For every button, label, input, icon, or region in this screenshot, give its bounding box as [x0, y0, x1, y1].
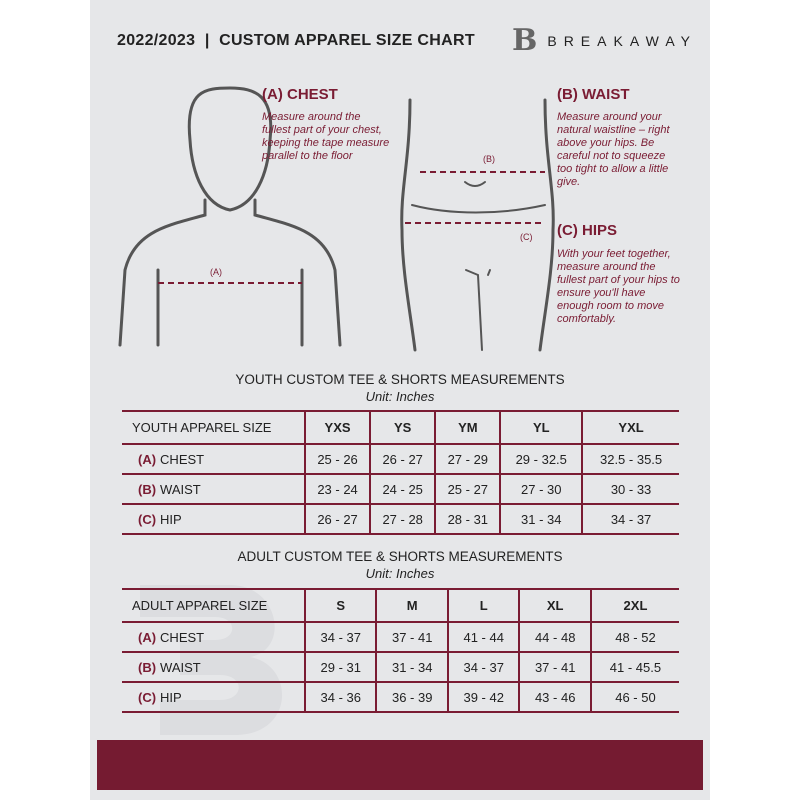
size-label: YOUTH APPAREL SIZE [122, 410, 305, 445]
measurement-cell: 36 - 39 [375, 681, 448, 713]
measurement-cell: 37 - 41 [375, 621, 448, 653]
measure-name: HIP [160, 511, 182, 527]
measure-letter: (A) [138, 629, 157, 645]
size-header: L [446, 588, 520, 623]
measurement-cell: 25 - 26 [303, 443, 371, 475]
measure-letter: (B) [138, 481, 157, 497]
measure-name: HIP [160, 689, 182, 705]
measurement-cell: 37 - 41 [518, 651, 591, 683]
table-row: (C) HIP 34 - 36 36 - 39 39 - 42 43 - 46 46 - 5… [122, 681, 679, 713]
measurement-cell: 46 - 50 [589, 681, 679, 713]
table-row: (B) WAIST 29 - 31 31 - 34 34 - 37 37 - 41 41 -… [122, 651, 679, 683]
brand-logo: B BREAKAWAY [512, 26, 697, 56]
size-header: 2XL [589, 588, 679, 623]
measurement-cell: 29 - 32.5 [499, 443, 583, 475]
measurement-cell: 41 - 45.5 [589, 651, 679, 683]
measure-name: CHEST [160, 629, 205, 645]
chest-description: Measure around the fullest part of your … [262, 111, 390, 162]
waist-marker: (B) [483, 154, 495, 164]
measurement-cell: 31 - 34 [499, 503, 583, 535]
measurement-cell: 23 - 24 [303, 473, 371, 505]
table-row: (C) HIP 26 - 27 27 - 28 28 - 31 31 - 34 34 - 3… [122, 503, 679, 535]
measure-label: (A) CHEST [122, 621, 305, 653]
size-header: YL [499, 410, 583, 445]
youth-size-table: YOUTH APPAREL SIZE YXS YS YM YL YXL (A) CHEST 25… [122, 410, 679, 535]
chest-marker: (A) [210, 267, 222, 277]
youth-unit: Unit: Inches [365, 389, 435, 404]
measurement-cell: 34 - 37 [303, 621, 377, 653]
adult-unit: Unit: Inches [365, 566, 435, 581]
measure-label: (A) CHEST [122, 443, 305, 475]
waist-description: Measure around your natural waistline – … [557, 111, 670, 188]
torso-outline [400, 98, 555, 352]
table-header-row: ADULT APPAREL SIZE S M L XL 2XL [122, 588, 679, 623]
measure-name: CHEST [160, 451, 205, 467]
measurement-cell: 31 - 34 [375, 651, 448, 683]
chest-heading: (A) CHEST [262, 86, 338, 103]
measurement-cell: 30 - 33 [581, 473, 679, 505]
adult-size-table: ADULT APPAREL SIZE S M L XL 2XL (A) CHEST 34 - 3… [122, 588, 679, 713]
measurement-cell: 26 - 27 [303, 503, 371, 535]
hips-description: With your feet together, measure around … [557, 248, 680, 325]
size-label: ADULT APPAREL SIZE [122, 588, 305, 623]
measure-name: WAIST [160, 481, 201, 497]
head-outline [187, 86, 273, 212]
measurement-cell: 29 - 31 [303, 651, 377, 683]
measure-letter: (C) [138, 511, 157, 527]
measurement-cell: 26 - 27 [369, 443, 436, 475]
measurement-cell: 28 - 31 [434, 503, 501, 535]
size-header: XL [518, 588, 591, 623]
measurement-cell: 25 - 27 [434, 473, 501, 505]
measurement-cell: 34 - 36 [303, 681, 377, 713]
body-illustration [118, 86, 555, 352]
measure-label: (B) WAIST [122, 473, 305, 505]
measurement-cell: 41 - 44 [446, 621, 520, 653]
measure-letter: (A) [138, 451, 157, 467]
hips-marker: (C) [520, 232, 533, 242]
measurement-cell: 32.5 - 35.5 [581, 443, 679, 475]
waist-heading: (B) WAIST [557, 86, 630, 103]
measurement-cell: 39 - 42 [446, 681, 520, 713]
size-header: M [375, 588, 448, 623]
size-header: YXS [303, 410, 371, 445]
measurement-cell: 43 - 46 [518, 681, 591, 713]
footer-bar [97, 740, 703, 790]
table-row: (B) WAIST 23 - 24 24 - 25 25 - 27 27 - 30 30 -… [122, 473, 679, 505]
measurement-cell: 48 - 52 [589, 621, 679, 653]
measurement-cell: 34 - 37 [581, 503, 679, 535]
measure-label: (C) HIP [122, 503, 305, 535]
table-row: (A) CHEST 34 - 37 37 - 41 41 - 44 44 - 48 48 -… [122, 621, 679, 653]
measurement-cell: 24 - 25 [369, 473, 436, 505]
youth-section-title: YOUTH CUSTOM TEE & SHORTS MEASUREMENTS [235, 372, 565, 387]
table-header-row: YOUTH APPAREL SIZE YXS YS YM YL YXL [122, 410, 679, 445]
measurement-cell: 27 - 28 [369, 503, 436, 535]
measure-letter: (B) [138, 659, 157, 675]
hips-heading: (C) HIPS [557, 222, 617, 239]
measure-name: WAIST [160, 659, 201, 675]
size-header: S [303, 588, 377, 623]
size-header: YS [369, 410, 436, 445]
adult-section-title: ADULT CUSTOM TEE & SHORTS MEASUREMENTS [237, 549, 563, 564]
brand-name: BREAKAWAY [547, 33, 697, 49]
measure-letter: (C) [138, 689, 157, 705]
measurement-cell: 44 - 48 [518, 621, 591, 653]
measurement-cell: 27 - 30 [499, 473, 583, 505]
page-title: 2022/2023 | CUSTOM APPAREL SIZE CHART [117, 32, 475, 49]
size-header: YXL [581, 410, 679, 445]
measurement-cell: 34 - 37 [446, 651, 520, 683]
measure-label: (C) HIP [122, 681, 305, 713]
table-row: (A) CHEST 25 - 26 26 - 27 27 - 29 29 - 32.5 32… [122, 443, 679, 475]
size-header: YM [434, 410, 501, 445]
shoulders-outline [118, 198, 342, 347]
measure-label: (B) WAIST [122, 651, 305, 683]
logo-mark: B [512, 23, 538, 58]
measurement-cell: 27 - 29 [434, 443, 501, 475]
